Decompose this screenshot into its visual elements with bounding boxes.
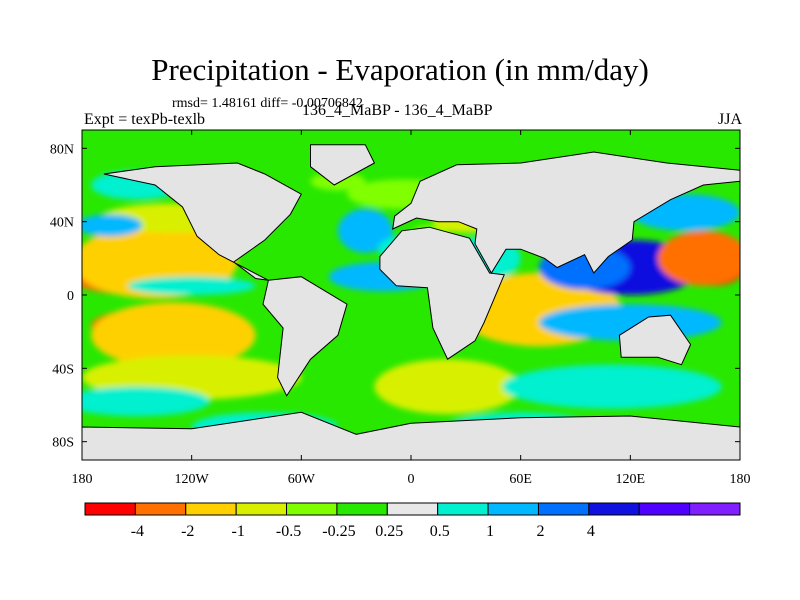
contour-feature-11 (82, 386, 210, 416)
x-tick-label-1: 120W (175, 472, 210, 487)
colorbar-swatch-4 (286, 502, 338, 516)
contour-feature-10 (127, 276, 256, 296)
colorbar-swatch-1 (134, 502, 187, 516)
experiment-label: Expt = texPb-texlb (84, 111, 206, 128)
x-tick-label-4: 60E (509, 472, 532, 487)
plot-title: Precipitation - Evaporation (in mm/day) (151, 52, 649, 87)
colorbar-swatch-3 (235, 502, 288, 516)
x-tick-label-3: 0 (408, 472, 415, 487)
y-tick-label-1: 40N (50, 216, 74, 231)
colorbar-label-0: -4 (131, 523, 144, 540)
contour-feature-24 (374, 359, 521, 415)
colorbar-swatch-0 (84, 502, 136, 516)
colorbar-swatch-2 (185, 502, 237, 516)
axis-ticks: 180 120W 60W 0 60E 120E 180 80N 40N 0 40S 80S (50, 130, 751, 487)
contour-feature-13 (337, 208, 393, 253)
continent-eurasia (392, 151, 740, 274)
continent-africa (379, 226, 505, 360)
colorbar-label-7: 1 (486, 523, 494, 540)
continent-antarctica (82, 411, 740, 460)
colorbar-label-9: 4 (587, 523, 595, 540)
continent-greenland (310, 144, 376, 186)
case-label: 136_4_MaBP - 136_4_MaBP (302, 102, 493, 119)
colorbar-swatch-7 (437, 502, 489, 516)
y-tick-label-4: 80S (52, 436, 74, 451)
colorbar-swatch-11 (638, 502, 691, 516)
colorbar-swatch-8 (487, 502, 539, 516)
colorbar-swatch-5 (336, 502, 388, 516)
x-tick-label-2: 60W (288, 472, 316, 487)
x-tick-label-6: 180 (730, 472, 751, 487)
colorbar-swatch-12 (689, 502, 741, 516)
continent-south-america (262, 276, 348, 397)
x-tick-label-0: 180 (72, 472, 93, 487)
colorbar-label-2: -1 (231, 523, 244, 540)
contour-feature-33 (502, 364, 722, 409)
colorbar-label-5: 0.25 (375, 523, 403, 540)
contour-feature-9 (82, 214, 143, 237)
contour-feature-5 (91, 302, 256, 369)
colorbar: -4 -2 -1 -0.5 -0.25 0.25 0.5 1 2 4 (84, 502, 741, 540)
y-tick-label-3: 40S (52, 362, 74, 377)
season-label: JJA (717, 111, 742, 128)
continent-australia (618, 314, 692, 366)
stats-label: rmsd= 1.48161 diff= -0.00706842 (172, 96, 363, 111)
colorbar-label-1: -2 (181, 523, 194, 540)
colorbar-swatch-6 (386, 502, 439, 516)
contour-feature-30 (657, 230, 740, 286)
x-tick-label-5: 120E (616, 472, 646, 487)
colorbar-label-3: -0.5 (276, 523, 301, 540)
colorbar-swatch-9 (537, 502, 590, 516)
colorbar-label-4: -0.25 (322, 523, 355, 540)
colorbar-label-6: 0.5 (430, 523, 450, 540)
colorbar-label-8: 2 (536, 523, 544, 540)
colorbar-swatch-10 (588, 502, 640, 516)
y-tick-label-0: 80N (50, 142, 74, 157)
continent-outlines (82, 144, 740, 460)
y-tick-label-2: 0 (67, 289, 74, 304)
continent-north-america (103, 162, 302, 281)
